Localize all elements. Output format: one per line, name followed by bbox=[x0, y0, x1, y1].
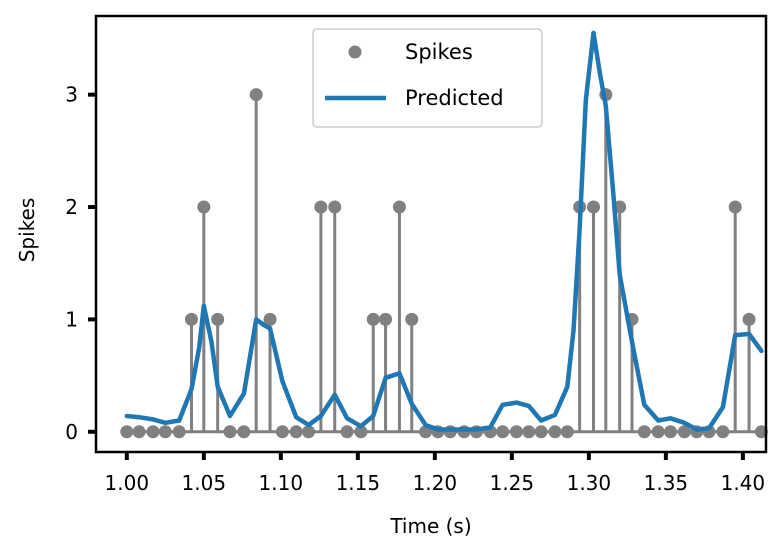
spike-marker bbox=[275, 425, 289, 439]
spike-marker bbox=[534, 425, 548, 439]
x-tick-label: 1.30 bbox=[567, 471, 612, 495]
spike-marker bbox=[742, 312, 756, 326]
x-tick-label: 1.05 bbox=[182, 471, 227, 495]
axes: 1.00 1.05 1.10 1.15 1.20 1.25 1.30 1.35 1.40 0 1 2 3 bbox=[65, 14, 768, 495]
y-axis-label: Spikes bbox=[15, 198, 39, 263]
legend-spikes-marker bbox=[348, 45, 362, 59]
spike-marker bbox=[522, 425, 536, 439]
spike-marker bbox=[223, 425, 237, 439]
x-tick-label: 1.40 bbox=[721, 471, 766, 495]
spike-marker bbox=[586, 200, 600, 214]
spike-marker bbox=[211, 312, 225, 326]
spike-marker bbox=[249, 88, 263, 102]
x-tick-label: 1.20 bbox=[413, 471, 458, 495]
y-tick-label: 0 bbox=[65, 420, 78, 444]
predicted-line-group bbox=[124, 30, 764, 432]
spike-marker bbox=[354, 425, 368, 439]
spike-marker bbox=[302, 425, 316, 439]
spike-marker bbox=[728, 200, 742, 214]
spike-marker bbox=[443, 425, 457, 439]
spike-marker bbox=[184, 312, 198, 326]
spike-marker bbox=[340, 425, 354, 439]
x-tick-label: 1.00 bbox=[105, 471, 150, 495]
spike-marker bbox=[379, 312, 393, 326]
x-axis-label: Time (s) bbox=[389, 514, 471, 538]
spike-marker bbox=[237, 425, 251, 439]
spike-marker bbox=[560, 425, 574, 439]
legend-spikes-label: Spikes bbox=[405, 40, 473, 64]
spike-marker bbox=[120, 425, 134, 439]
predicted-line bbox=[124, 30, 764, 432]
spike-marker bbox=[637, 425, 651, 439]
spike-marker bbox=[366, 312, 380, 326]
x-tick-label: 1.35 bbox=[644, 471, 689, 495]
x-tick-label: 1.10 bbox=[259, 471, 304, 495]
x-tick-label: 1.15 bbox=[336, 471, 381, 495]
spike-marker bbox=[405, 312, 419, 326]
spike-marker bbox=[263, 312, 277, 326]
spike-marker bbox=[509, 425, 523, 439]
x-tick-label: 1.25 bbox=[490, 471, 535, 495]
plot-frame bbox=[94, 14, 768, 454]
spike-marker bbox=[314, 200, 328, 214]
spike-marker bbox=[548, 425, 562, 439]
spike-marker bbox=[392, 200, 406, 214]
legend-box bbox=[312, 28, 543, 128]
spike-marker bbox=[146, 425, 160, 439]
spike-marker bbox=[197, 200, 211, 214]
y-tick-label: 3 bbox=[65, 83, 78, 107]
spike-marker bbox=[664, 425, 678, 439]
spike-marker bbox=[172, 425, 186, 439]
stem-lines bbox=[126, 94, 762, 434]
spike-marker bbox=[716, 425, 730, 439]
spike-marker bbox=[677, 425, 691, 439]
spike-marker bbox=[651, 425, 665, 439]
spike-marker bbox=[328, 200, 342, 214]
spike-marker bbox=[158, 425, 172, 439]
legend: Spikes Predicted bbox=[312, 28, 543, 128]
y-tick-label: 1 bbox=[65, 307, 78, 331]
spike-marker bbox=[457, 425, 471, 439]
spike-marker bbox=[754, 425, 768, 439]
legend-predicted-label: Predicted bbox=[405, 86, 504, 110]
spike-marker bbox=[289, 425, 303, 439]
spike-marker bbox=[496, 425, 510, 439]
spike-marker bbox=[132, 425, 146, 439]
y-tick-label: 2 bbox=[65, 195, 78, 219]
